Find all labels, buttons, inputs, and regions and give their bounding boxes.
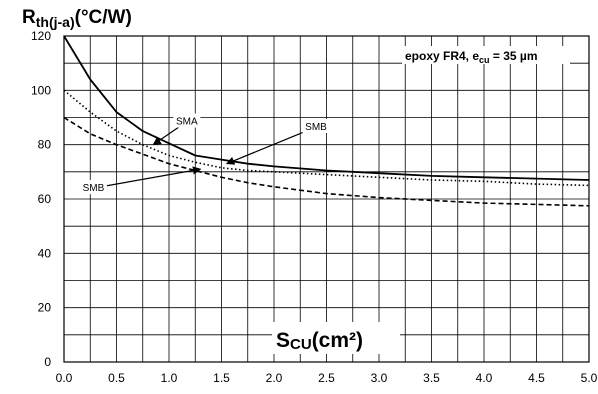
grid — [64, 36, 589, 362]
y-tick-label: 20 — [38, 301, 52, 315]
series-label: SMB — [83, 183, 105, 194]
label-arrow — [93, 166, 202, 189]
series-label: SMB — [305, 122, 327, 133]
x-axis-title-sub: CU — [290, 336, 312, 353]
x-tick-label: 2.0 — [266, 371, 283, 385]
series-label: SMA — [176, 117, 198, 128]
y-tick-label: 120 — [31, 29, 51, 43]
x-tick-label: 4.5 — [528, 371, 545, 385]
series — [63, 35, 590, 207]
y-axis-title: Rth(j-a)(°C/W) — [22, 7, 132, 30]
label-arrow — [225, 126, 317, 165]
label-background — [79, 180, 107, 195]
annotation-background — [402, 46, 570, 64]
x-axis-title-background — [272, 322, 400, 354]
material-annotation-prefix: epoxy FR4, e — [405, 49, 479, 63]
label-background — [302, 119, 330, 134]
x-axis-title-main: S — [276, 329, 290, 352]
x-tick-label: 3.0 — [371, 371, 388, 385]
y-tick-label: 100 — [31, 83, 51, 97]
material-annotation: epoxy FR4, ecu = 35 µm — [405, 49, 538, 65]
series-line-sma-solid — [63, 35, 590, 181]
tick-labels: 0.0 0.5 1.0 1.5 2.0 2.5 3.0 3.5 4.0 4.5 5.0 0 20 40 60… — [31, 29, 598, 385]
material-annotation-sub: cu — [479, 55, 490, 65]
y-axis-title-main: R — [22, 7, 36, 28]
x-axis-title-unit: (cm²) — [312, 329, 363, 352]
y-tick-label: 80 — [38, 138, 52, 152]
label-background — [173, 113, 201, 128]
x-tick-label: 2.5 — [318, 371, 335, 385]
series-line-smb-dotted — [63, 89, 590, 187]
x-tick-label: 5.0 — [581, 371, 598, 385]
y-axis-title-unit: (°C/W) — [75, 7, 132, 28]
y-tick-label: 40 — [38, 246, 52, 260]
series-line-smb-dashed — [63, 116, 590, 207]
y-tick-label: 0 — [44, 355, 51, 369]
x-tick-label: 0.5 — [108, 371, 125, 385]
x-axis-title: SCU(cm²) — [276, 329, 363, 353]
y-tick-label: 60 — [38, 192, 52, 206]
x-tick-label: 0.0 — [56, 371, 73, 385]
x-tick-label: 3.5 — [423, 371, 440, 385]
y-axis-title-sub: th(j-a) — [36, 14, 75, 30]
x-tick-label: 1.0 — [161, 371, 178, 385]
material-annotation-suffix: = 35 µm — [490, 49, 538, 63]
series-labels: SMA SMB SMB — [79, 113, 330, 195]
x-tick-label: 4.0 — [476, 371, 493, 385]
x-tick-label: 1.5 — [213, 371, 230, 385]
